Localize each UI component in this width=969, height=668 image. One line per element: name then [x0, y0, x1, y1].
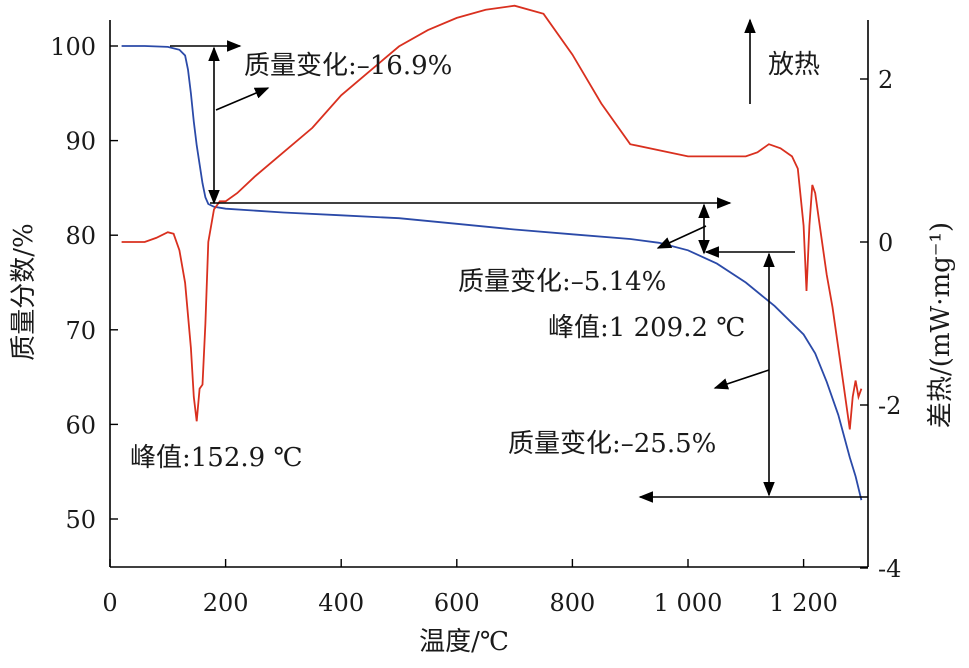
- mass-change-2-label: 质量变化:–5.14%: [458, 267, 666, 297]
- mass-change-3-label: 质量变化:–25.5%: [508, 429, 716, 459]
- left-y-tick-label: 70: [65, 317, 96, 345]
- right-y-tick-label: 2: [878, 66, 893, 94]
- right-y-tick-label: 0: [878, 229, 893, 257]
- left-y-tick-label: 80: [65, 222, 96, 250]
- mass1-pointer-arrow: [215, 87, 270, 111]
- annotation-arrows: [170, 18, 868, 503]
- mass-change-1-label: 质量变化:–16.9%: [244, 51, 452, 81]
- axis-ticks: 0 200 400 600 800 1 000 1 200 50 60 70 80 90 100 2 0 -2…: [50, 33, 901, 617]
- x-tick-label: 800: [549, 589, 595, 617]
- mass2-pointer-arrow: [656, 225, 707, 249]
- left-y-tick-label: 90: [65, 128, 96, 156]
- dta-curve: [121, 4, 863, 430]
- mass3-pointer-arrow: [713, 369, 770, 390]
- x-tick-label: 600: [434, 589, 480, 617]
- peak-2-label: 峰值:1 209.2 ℃: [548, 313, 745, 343]
- left-y-tick-label: 50: [65, 506, 96, 534]
- x-tick-label: 0: [102, 589, 117, 617]
- right-y-tick-label: -2: [878, 392, 901, 420]
- left-y-tick-label: 100: [50, 33, 96, 61]
- right-axis-title: 差热/(mW·mg⁻¹): [926, 222, 956, 428]
- exo-label: 放热: [768, 50, 820, 80]
- x-tick-label: 400: [318, 589, 364, 617]
- x-tick-label: 200: [203, 589, 249, 617]
- left-axis-title: 质量分数/%: [9, 223, 39, 360]
- right-y-tick-label: -4: [878, 555, 901, 583]
- left-y-tick-label: 60: [65, 411, 96, 439]
- tg-curve: [121, 45, 863, 501]
- peak-1-label: 峰值:152.9 ℃: [130, 443, 303, 473]
- x-tick-label: 1 000: [654, 589, 723, 617]
- x-axis-title: 温度/℃: [419, 627, 509, 657]
- x-tick-label: 1 200: [769, 589, 838, 617]
